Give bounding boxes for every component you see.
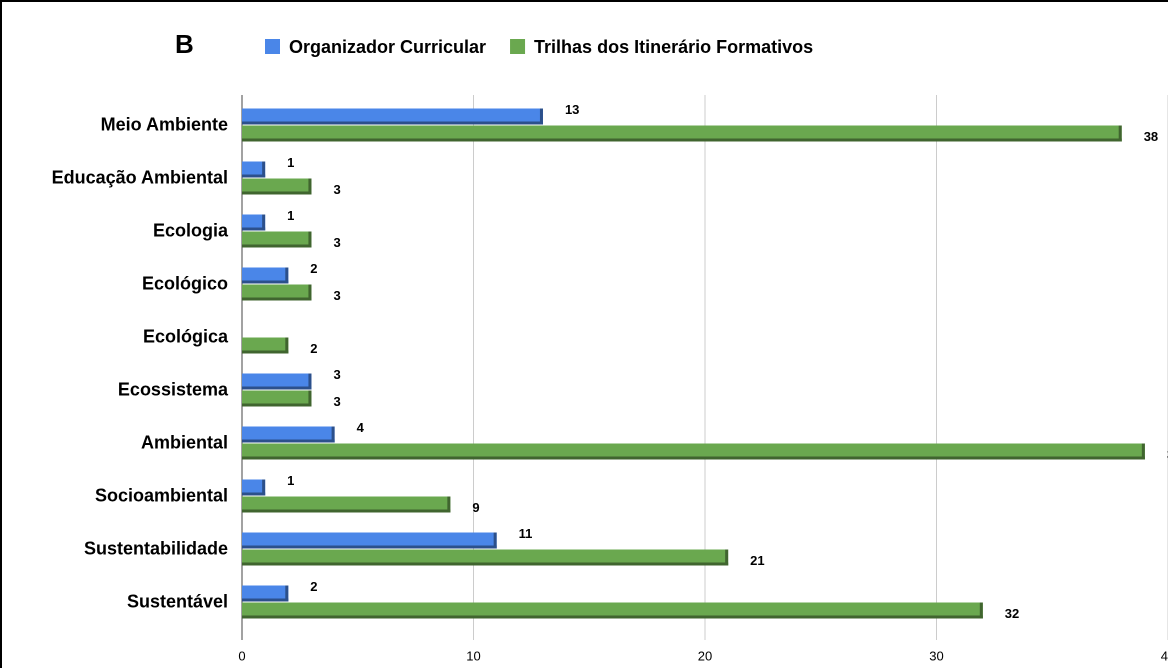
data-label: 3 bbox=[333, 288, 340, 303]
bar-shade bbox=[262, 479, 266, 496]
bar bbox=[242, 284, 312, 301]
data-label: 1 bbox=[287, 473, 294, 488]
bar-shade bbox=[242, 492, 266, 496]
data-label: 38 bbox=[1144, 129, 1158, 144]
data-label: 11 bbox=[519, 526, 533, 541]
data-label: 21 bbox=[750, 553, 764, 568]
bar bbox=[242, 602, 983, 619]
bar-shade bbox=[285, 585, 289, 602]
legend-label: Organizador Curricular bbox=[289, 37, 486, 57]
bar bbox=[242, 214, 266, 231]
bar-shade bbox=[1141, 443, 1145, 460]
bar-shade bbox=[262, 161, 266, 178]
bar-shade bbox=[493, 532, 497, 549]
bar-shade bbox=[242, 121, 543, 125]
y-tick-label: Ecológico bbox=[142, 273, 228, 293]
bar-shade bbox=[242, 545, 497, 549]
x-tick-label: 0 bbox=[238, 648, 245, 663]
bar bbox=[242, 532, 497, 549]
data-label: 2 bbox=[310, 579, 317, 594]
bar-shade bbox=[308, 178, 312, 195]
bar-shade bbox=[1118, 125, 1122, 142]
bar-shade bbox=[242, 174, 266, 178]
legend-label: Trilhas dos Itinerário Formativos bbox=[534, 37, 813, 57]
y-tick-label: Sustentável bbox=[127, 591, 228, 611]
data-label: 2 bbox=[310, 261, 317, 276]
x-tick-label: 10 bbox=[466, 648, 480, 663]
bar-shade bbox=[242, 227, 266, 231]
bar bbox=[242, 161, 266, 178]
bar-shade bbox=[242, 615, 983, 619]
bar-shade bbox=[331, 426, 335, 443]
bar bbox=[242, 390, 312, 407]
data-label: 13 bbox=[565, 102, 579, 117]
bar-shade bbox=[308, 373, 312, 390]
bar bbox=[242, 585, 289, 602]
bar bbox=[242, 267, 289, 284]
x-tick-label: 30 bbox=[929, 648, 943, 663]
bar bbox=[242, 426, 335, 443]
bar bbox=[242, 337, 289, 354]
bar bbox=[242, 496, 451, 513]
bar-shade bbox=[242, 509, 451, 513]
data-label: 1 bbox=[287, 208, 294, 223]
bar-shade bbox=[242, 456, 1145, 460]
y-tick-label: Sustentabilidade bbox=[84, 538, 228, 558]
bar-shade bbox=[308, 284, 312, 301]
bar-shade bbox=[242, 403, 312, 407]
y-tick-label: Ambiental bbox=[141, 432, 228, 452]
bar-shade bbox=[539, 108, 543, 125]
bar bbox=[242, 231, 312, 248]
y-tick-label: Meio Ambiente bbox=[101, 114, 228, 134]
bar-shade bbox=[242, 191, 312, 195]
bar bbox=[242, 549, 729, 566]
bar-shade bbox=[242, 297, 312, 301]
data-label: 3 bbox=[333, 235, 340, 250]
x-tick-label: 20 bbox=[698, 648, 712, 663]
bar-shade bbox=[285, 337, 289, 354]
bar-shade bbox=[242, 244, 312, 248]
bar-shade bbox=[725, 549, 729, 566]
data-label: 3 bbox=[333, 367, 340, 382]
bar-shade bbox=[979, 602, 983, 619]
data-label: 9 bbox=[472, 500, 479, 515]
bar-shade bbox=[308, 231, 312, 248]
bar-shade bbox=[242, 386, 312, 390]
chart-title: B bbox=[175, 29, 194, 59]
y-tick-label: Ecológica bbox=[143, 326, 229, 346]
bar-shade bbox=[242, 138, 1122, 142]
bar-shade bbox=[242, 598, 289, 602]
data-label: 2 bbox=[310, 341, 317, 356]
bar-shade bbox=[242, 350, 289, 354]
data-label: 4 bbox=[357, 420, 365, 435]
bar-shade bbox=[285, 267, 289, 284]
data-label: 32 bbox=[1005, 606, 1019, 621]
bar bbox=[242, 373, 312, 390]
data-label: 3 bbox=[333, 182, 340, 197]
bar-shade bbox=[262, 214, 266, 231]
legend-swatch bbox=[265, 39, 280, 54]
bar-shade bbox=[308, 390, 312, 407]
y-tick-label: Ecologia bbox=[153, 220, 229, 240]
bar bbox=[242, 443, 1145, 460]
bar-shade bbox=[242, 562, 729, 566]
bar bbox=[242, 178, 312, 195]
bar bbox=[242, 108, 543, 125]
bar-shade bbox=[242, 280, 289, 284]
data-label: 3 bbox=[333, 394, 340, 409]
bar-shade bbox=[242, 439, 335, 443]
y-tick-label: Socioambiental bbox=[95, 485, 228, 505]
bar-shade bbox=[447, 496, 451, 513]
y-tick-label: Educação Ambiental bbox=[52, 167, 228, 187]
bar bbox=[242, 479, 266, 496]
bar bbox=[242, 125, 1122, 142]
data-label: 39 bbox=[1167, 447, 1168, 462]
data-label: 1 bbox=[287, 155, 294, 170]
y-tick-label: Ecossistema bbox=[118, 379, 229, 399]
legend-swatch bbox=[510, 39, 526, 54]
x-tick-label: 40 bbox=[1161, 648, 1168, 663]
